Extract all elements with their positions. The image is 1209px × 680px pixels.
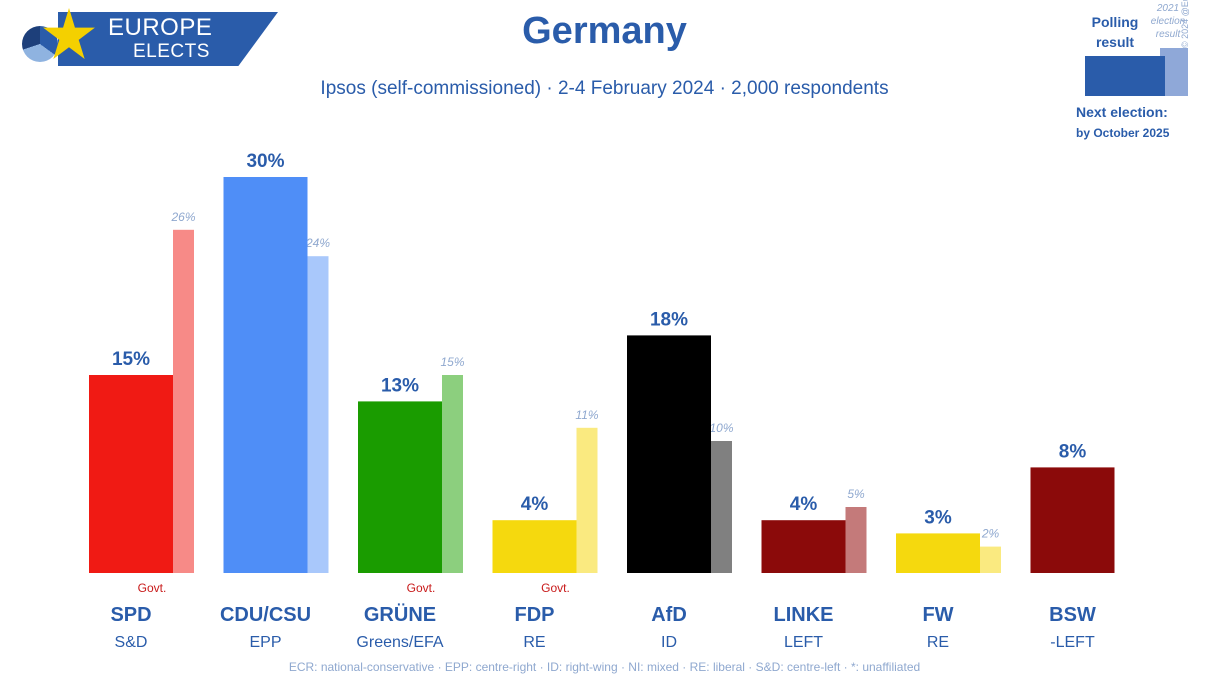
label-poll-fw: 3%	[924, 507, 952, 528]
govt-marker-fdp: Govt.	[541, 581, 570, 595]
logo-banner	[58, 12, 278, 66]
legend-polling-label: Polling result	[1091, 14, 1139, 50]
bar-2021-spd	[173, 229, 194, 574]
bar-poll-cdu-csu	[223, 177, 308, 573]
label-2021-fdp: 11%	[575, 408, 598, 422]
bar-2021-afd	[711, 441, 732, 573]
label-poll-cdu-csu: 30%	[246, 151, 284, 172]
bar-2021-linke	[845, 507, 867, 573]
bar-poll-fdp	[492, 520, 577, 573]
legend-previous-label: 2021 election result	[1150, 3, 1186, 40]
bar-2021-fdp	[576, 427, 598, 573]
legend: Polling result 2021 election result © 20…	[1070, 0, 1209, 150]
logo-text-europe: EUROPE	[108, 14, 213, 41]
legend-polling-swatch	[1085, 56, 1165, 96]
label-poll-fdp: 4%	[521, 494, 549, 515]
bar-poll-afd	[627, 335, 711, 573]
label-poll-gr-ne: 13%	[381, 375, 419, 396]
label-poll-bsw: 8%	[1059, 441, 1087, 462]
chart-subtitle: Ipsos (self-commissioned) · 2-4 February…	[320, 78, 889, 99]
govt-marker-gr-ne: Govt.	[407, 581, 436, 595]
label-2021-spd: 26%	[170, 210, 195, 224]
bar-2021-fw	[980, 546, 1001, 573]
label-poll-spd: 15%	[112, 349, 150, 370]
party-group-cdu-csu: EPP	[249, 634, 281, 651]
party-group-linke: LEFT	[784, 634, 823, 651]
next-election-label: Next election:	[1076, 104, 1168, 120]
bar-poll-bsw	[1030, 467, 1115, 573]
label-2021-gr-ne: 15%	[440, 355, 464, 369]
party-name-linke: LINKE	[774, 604, 834, 626]
party-group-gr-ne: Greens/EFA	[356, 634, 443, 651]
party-group-spd: S&D	[115, 634, 148, 651]
label-2021-cdu-csu: 24%	[305, 236, 330, 250]
footnote: ECR: national-conservative · EPP: centre…	[288, 660, 921, 674]
party-group-afd: ID	[661, 634, 677, 651]
label-2021-fw: 2%	[981, 527, 1000, 541]
chart-title: Germany	[522, 10, 687, 52]
party-name-cdu-csu: CDU/CSU	[220, 604, 311, 626]
label-2021-afd: 10%	[709, 421, 733, 435]
party-name-spd: SPD	[110, 604, 151, 626]
party-name-afd: AfD	[651, 604, 687, 626]
bar-poll-fw	[896, 533, 980, 573]
party-group-fdp: RE	[523, 634, 545, 651]
bar-poll-linke	[761, 520, 846, 573]
logo-text-elects: ELECTS	[133, 41, 210, 62]
bar-poll-gr-ne	[358, 401, 442, 573]
label-poll-linke: 4%	[790, 494, 818, 515]
label-2021-linke: 5%	[847, 487, 865, 501]
party-group-fw: RE	[927, 634, 949, 651]
europe-elects-logo: EUROPE ELECTS	[18, 8, 278, 70]
bar-poll-spd	[89, 375, 173, 573]
party-name-fdp: FDP	[515, 604, 555, 626]
party-name-fw: FW	[922, 604, 953, 626]
bar-chart: 26% 15% Govt. SPD S&D 24% 30% CDU/CSU EPP 15% 13% G…	[89, 151, 1115, 651]
next-election-date: by October 2025	[1076, 126, 1170, 140]
label-poll-afd: 18%	[650, 309, 688, 330]
bar-2021-cdu-csu	[307, 256, 329, 573]
party-name-gr-ne: GRÜNE	[364, 603, 436, 626]
party-name-bsw: BSW	[1049, 604, 1096, 626]
govt-marker-spd: Govt.	[138, 581, 167, 595]
party-group-bsw: -LEFT	[1050, 634, 1095, 651]
bar-2021-gr-ne	[442, 375, 463, 573]
